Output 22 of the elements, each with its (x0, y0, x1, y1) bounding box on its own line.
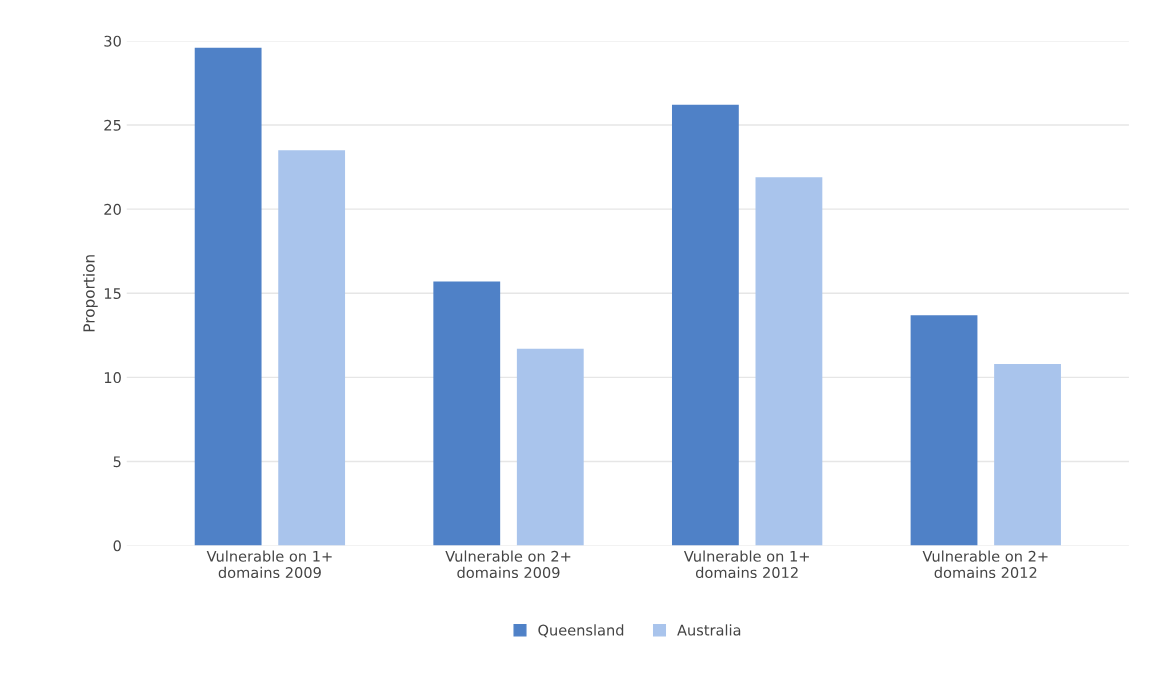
legend-label: Queensland (538, 624, 624, 638)
y-tick-label: 10 (104, 372, 121, 384)
y-axis-title: Proportion (82, 255, 98, 332)
x-tick-label: Vulnerable on 2+ domains 2012 (922, 550, 1048, 579)
bar (671, 104, 739, 546)
y-tick-label: 30 (104, 35, 121, 47)
bar (278, 150, 346, 546)
x-tick-label: Vulnerable on 2+ domains 2009 (445, 550, 571, 579)
bar (516, 348, 584, 546)
y-tick-label: 20 (104, 203, 121, 215)
y-tick-label: 5 (113, 456, 121, 468)
y-tick-label: 0 (113, 540, 121, 552)
bar (755, 177, 823, 546)
bar (194, 47, 262, 546)
bar (994, 363, 1061, 546)
legend-label: Australia (677, 624, 741, 636)
x-tick-label: Vulnerable on 1+ domains 2009 (206, 550, 332, 579)
y-tick-label: 15 (104, 288, 121, 300)
y-tick-label: 25 (104, 119, 121, 131)
x-tick-label: Vulnerable on 1+ domains 2012 (683, 550, 809, 579)
bar (433, 281, 501, 546)
bar (910, 315, 978, 546)
